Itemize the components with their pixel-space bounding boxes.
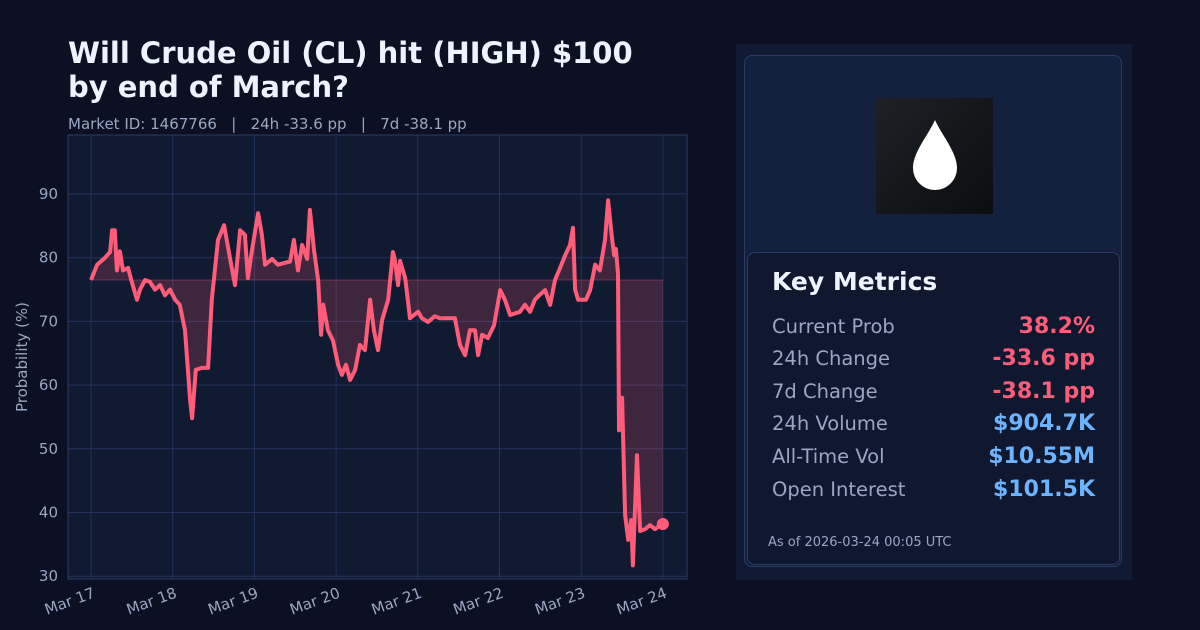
series-line [89,198,664,568]
metric-value: $101.5K [993,476,1095,502]
metric-row: 24h Volume $904.7K [772,409,1095,439]
as-of-timestamp: As of 2026-03-24 00:05 UTC [768,535,952,550]
metric-label: 24h Volume [772,412,888,436]
x-tick-label: Mar 24 [614,584,669,619]
metric-value: $10.55M [988,443,1095,469]
key-metrics-card: Key Metrics Current Prob 38.2% 24h Change -… [747,252,1120,565]
baseline-fill [91,200,663,566]
metric-label: Current Prob [772,314,895,338]
y-tick-label: 90 [39,185,58,203]
plot-area [67,134,688,580]
y-tick-labels: 30 40 50 60 70 80 90 [39,185,58,585]
metric-row: Open Interest $101.5K [772,474,1095,504]
metric-label: 7d Change [772,379,878,403]
y-tick-label: 50 [39,440,58,458]
y-tick-label: 30 [39,567,58,585]
x-tick-label: Mar 19 [206,584,261,619]
y-tick-label: 80 [39,249,58,267]
metric-value: $904.7K [993,411,1095,437]
x-tick-label: Mar 17 [42,584,97,619]
metric-value: -33.6 pp [992,346,1095,372]
x-tick-label: Mar 21 [369,584,424,619]
metric-label: Open Interest [772,477,906,501]
market-subtitle: Market ID: 1467766 | 24h -33.6 pp | 7d -… [68,115,467,133]
x-tick-label: Mar 18 [124,584,179,619]
grid [68,135,687,579]
y-tick-label: 40 [39,504,58,522]
metric-label: 24h Change [772,347,891,371]
x-tick-labels: Mar 17 Mar 18 Mar 19 Mar 20 Mar 21 Mar 22 Mar … [42,584,669,619]
x-tick-label: Mar 20 [287,584,342,619]
metric-value: -38.1 pp [992,378,1095,404]
x-tick-label: Mar 22 [451,584,506,619]
metric-value: 38.2% [1018,313,1095,339]
y-tick-label: 60 [39,376,58,394]
metric-row: 7d Change -38.1 pp [772,376,1095,406]
market-logo [876,98,993,214]
metric-row: Current Prob 38.2% [772,311,1095,341]
oil-drop-icon [912,120,957,190]
y-tick-label: 70 [39,312,58,330]
metric-label: All-Time Vol [772,444,885,468]
x-tick-label: Mar 23 [532,584,587,619]
key-metrics-title: Key Metrics [772,267,938,296]
page-title: Will Crude Oil (CL) hit (HIGH) $100 by e… [68,36,633,104]
y-axis-label: Probability (%) [13,302,31,412]
metric-row: All-Time Vol $10.55M [772,441,1095,471]
last-point-marker [656,517,669,530]
metric-row: 24h Change -33.6 pp [772,344,1095,374]
